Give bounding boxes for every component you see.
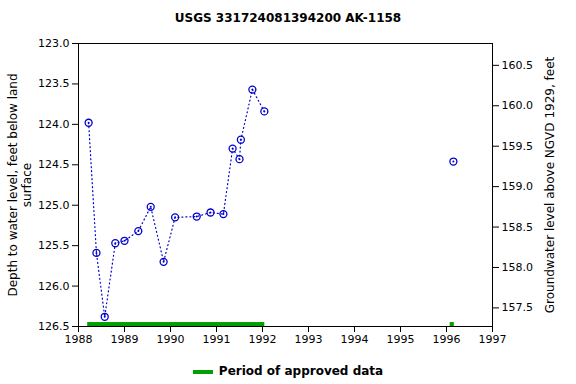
svg-text:158.5: 158.5 xyxy=(502,221,534,234)
svg-text:1989: 1989 xyxy=(111,333,139,346)
svg-text:158.0: 158.0 xyxy=(502,261,534,274)
svg-text:1995: 1995 xyxy=(387,333,415,346)
html-text:Depth to water level, feet bel: Depth to water level, feet below land su… xyxy=(6,72,34,297)
svg-text:159.0: 159.0 xyxy=(502,180,534,193)
svg-text:157.5: 157.5 xyxy=(502,301,534,314)
svg-text:124.5: 124.5 xyxy=(38,158,70,171)
svg-text:126.5: 126.5 xyxy=(38,320,70,333)
svg-text:1992: 1992 xyxy=(249,333,277,346)
svg-text:159.5: 159.5 xyxy=(502,140,534,153)
svg-text:1997: 1997 xyxy=(479,333,507,346)
svg-text:1988: 1988 xyxy=(65,333,93,346)
svg-text:1993: 1993 xyxy=(295,333,323,346)
html-text:Groundwater level above NGVD 1: Groundwater level above NGVD 1929, feet xyxy=(543,56,557,313)
svg-text:125.0: 125.0 xyxy=(38,199,70,212)
html-text:Period of approved data: Period of approved data xyxy=(218,364,384,378)
svg-text:1996: 1996 xyxy=(433,333,461,346)
svg-text:123.5: 123.5 xyxy=(38,77,70,90)
html-text:USGS 331724081394200 AK-1158: USGS 331724081394200 AK-1158 xyxy=(174,11,402,25)
svg-text:1994: 1994 xyxy=(341,333,369,346)
svg-text:160.0: 160.0 xyxy=(502,99,534,112)
svg-text:1991: 1991 xyxy=(203,333,231,346)
svg-text:125.5: 125.5 xyxy=(38,239,70,252)
svg-text:123.0: 123.0 xyxy=(38,37,70,50)
svg-text:126.0: 126.0 xyxy=(38,280,70,293)
svg-text:124.0: 124.0 xyxy=(38,118,70,131)
svg-text:160.5: 160.5 xyxy=(502,59,534,72)
svg-text:1990: 1990 xyxy=(157,333,185,346)
